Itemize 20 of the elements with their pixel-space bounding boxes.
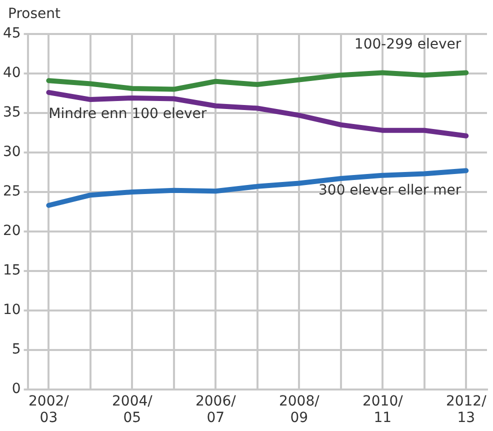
x-tick-label: 2006/07 [195,393,236,426]
y-tick-label: 20 [2,223,21,240]
x-tick-label: 2010/11 [362,393,404,426]
series-label: 300 elever eller mer [318,182,462,198]
x-tick-label: 2004/05 [112,393,153,426]
series-label: 100-299 elever [354,36,462,52]
x-tick-label: 2012/13 [446,393,487,426]
y-tick-label: 15 [2,262,21,279]
y-axis-title: Prosent [8,6,60,22]
x-tick-label: 2002/03 [28,393,70,426]
y-tick-label: 10 [2,302,21,318]
series-label: Mindre enn 100 elever [48,106,207,122]
y-tick-label: 35 [2,104,21,121]
y-tick-label: 5 [12,342,21,358]
y-tick-label: 40 [2,65,21,82]
y-tick-label: 30 [2,144,21,160]
y-tick-label: 25 [2,184,21,200]
x-tick-label: 2008/09 [278,393,320,426]
y-tick-label: 45 [2,26,21,42]
y-tick-label: 0 [12,381,21,398]
